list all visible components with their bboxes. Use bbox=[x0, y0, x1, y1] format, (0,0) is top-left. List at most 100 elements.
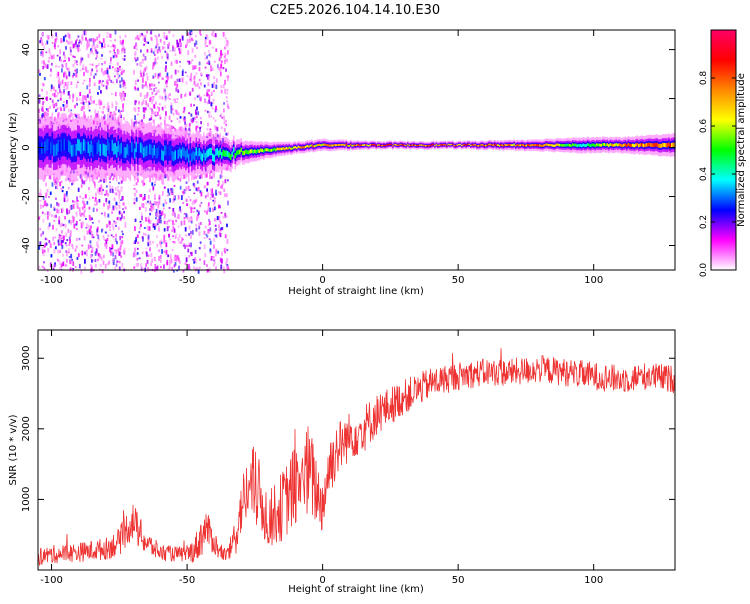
spectrogram-noise-cell bbox=[163, 239, 166, 244]
spectrogram-trace-cell bbox=[410, 144, 412, 147]
spectrogram-trace-cell bbox=[617, 143, 619, 147]
spectrogram-noise-cell bbox=[41, 211, 44, 214]
spectrogram-noise-cell bbox=[115, 100, 117, 104]
spectrogram-noise-cell bbox=[45, 51, 48, 54]
spectrogram-noise-cell bbox=[69, 111, 72, 116]
x-tick-label: -100 bbox=[40, 275, 63, 286]
spectrogram-noise-cell bbox=[76, 200, 79, 202]
spectrogram-noise-cell bbox=[155, 201, 157, 206]
spectrogram-noise-cell bbox=[161, 210, 164, 216]
spectrogram-noise-cell bbox=[119, 199, 122, 201]
snr-line-layer bbox=[37, 348, 676, 567]
spectrogram-noise-cell bbox=[60, 107, 63, 112]
spectrogram-noise-cell bbox=[97, 253, 100, 257]
spectrogram-noise-cell bbox=[108, 33, 111, 38]
spectrogram-trace-cell bbox=[132, 143, 135, 155]
spectrogram-trace-cell bbox=[551, 144, 553, 147]
spectrogram-noise-cell bbox=[156, 90, 158, 95]
spectrogram-noise-cell bbox=[172, 235, 175, 238]
spectrogram-noise-cell bbox=[153, 256, 156, 259]
spectrogram-noise-cell bbox=[91, 259, 93, 263]
spectrogram-noise-cell bbox=[119, 246, 122, 251]
spectrogram-noise-cell bbox=[77, 47, 80, 52]
spectrogram-noise-cell bbox=[146, 31, 148, 34]
spectrogram-noise-cell bbox=[94, 183, 96, 189]
spectrogram-noise-cell bbox=[224, 193, 226, 197]
spectrogram-noise-cell bbox=[75, 227, 78, 230]
spectrogram-noise-cell bbox=[205, 233, 208, 237]
spectrogram-noise-cell bbox=[115, 249, 118, 255]
spectrogram-noise-cell bbox=[138, 231, 141, 234]
spectrogram-noise-cell bbox=[183, 106, 186, 110]
spectrogram-noise-cell bbox=[174, 69, 177, 75]
spectrogram-noise-cell bbox=[170, 102, 173, 108]
spectrogram-noise-cell bbox=[194, 84, 197, 87]
spectrogram-noise-cell bbox=[174, 127, 177, 132]
spectrogram-noise-cell bbox=[168, 30, 171, 34]
spectrogram-trace-cell bbox=[423, 145, 426, 147]
spectrogram-noise-cell bbox=[135, 48, 138, 51]
spectrogram-noise-cell bbox=[173, 241, 176, 244]
spectrogram-noise-cell bbox=[137, 109, 140, 113]
spectrogram-noise-cell bbox=[85, 249, 88, 252]
spectrogram-noise-cell bbox=[194, 54, 197, 58]
spectrogram-trace-cell bbox=[624, 143, 627, 147]
spectrogram-noise-cell bbox=[64, 72, 67, 76]
spectrogram-noise-cell bbox=[135, 43, 138, 48]
spectrogram-noise-cell bbox=[180, 220, 183, 226]
spectrogram-noise-cell bbox=[119, 40, 122, 45]
spectrogram-noise-cell bbox=[85, 218, 87, 220]
spectrogram-noise-cell bbox=[103, 70, 106, 73]
spectrogram-noise-cell bbox=[79, 69, 82, 72]
spectrogram-noise-cell bbox=[211, 194, 214, 198]
spectrogram-trace-cell bbox=[564, 144, 567, 147]
spectrogram-noise-cell bbox=[87, 244, 90, 250]
spectrogram-noise-cell bbox=[62, 253, 65, 257]
spectrogram-noise-cell bbox=[188, 35, 191, 39]
spectrogram-trace-cell bbox=[474, 143, 477, 146]
spectrogram-noise-cell bbox=[200, 202, 203, 204]
spectrogram-noise-cell bbox=[162, 203, 165, 207]
spectrogram-noise-cell bbox=[46, 269, 49, 272]
spectrogram-noise-cell bbox=[71, 74, 74, 78]
spectrogram-trace-cell bbox=[111, 139, 114, 152]
spectrogram-trace-cell bbox=[50, 142, 52, 155]
spectrogram-noise-cell bbox=[53, 249, 56, 254]
spectrogram-noise-cell bbox=[165, 65, 167, 69]
spectrogram-noise-cell bbox=[137, 79, 140, 82]
spectrogram-noise-cell bbox=[56, 54, 59, 57]
spectrogram-noise-cell bbox=[57, 99, 60, 102]
spectrogram-noise-cell bbox=[107, 205, 110, 210]
y-tick-label: -20 bbox=[21, 188, 32, 204]
spectrogram-trace-cell bbox=[561, 144, 564, 147]
spectrogram-noise-cell bbox=[78, 237, 81, 241]
spectrogram-noise-cell bbox=[59, 56, 61, 61]
spectrogram-noise-cell bbox=[142, 122, 145, 126]
spectrogram-noise-cell bbox=[86, 230, 89, 235]
spectrogram-trace-cell bbox=[326, 144, 328, 147]
spectrogram-noise-cell bbox=[205, 34, 208, 37]
spectrogram-trace-cell bbox=[521, 143, 523, 146]
spectrogram-noise-cell bbox=[114, 75, 116, 78]
spectrogram-noise-cell bbox=[40, 193, 43, 198]
spectrogram-noise-cell bbox=[214, 199, 216, 203]
spectrogram-noise-cell bbox=[124, 120, 127, 125]
spectrogram-noise-cell bbox=[69, 49, 72, 53]
spectrogram-trace-cell bbox=[150, 144, 153, 156]
spectrogram-noise-cell bbox=[195, 198, 198, 203]
spectrogram-noise-cell bbox=[224, 212, 227, 218]
spectrogram-trace-cell bbox=[533, 144, 535, 147]
spectrogram-noise-cell bbox=[81, 244, 84, 247]
spectrogram-noise-cell bbox=[152, 65, 154, 70]
spectrogram-noise-cell bbox=[224, 52, 227, 57]
spectrogram-noise-cell bbox=[155, 87, 158, 89]
spectrogram-noise-cell bbox=[100, 68, 103, 72]
spectrogram-noise-cell bbox=[73, 56, 76, 58]
spectrogram-noise-cell bbox=[215, 84, 218, 90]
spectrogram-noise-cell bbox=[166, 220, 169, 225]
spectrogram-trace-cell bbox=[356, 144, 358, 147]
spectrogram-noise-cell bbox=[197, 209, 200, 213]
colorbar-gradient bbox=[710, 29, 737, 271]
spectrogram-noise-cell bbox=[101, 42, 104, 48]
spectrogram-noise-cell bbox=[43, 261, 45, 264]
